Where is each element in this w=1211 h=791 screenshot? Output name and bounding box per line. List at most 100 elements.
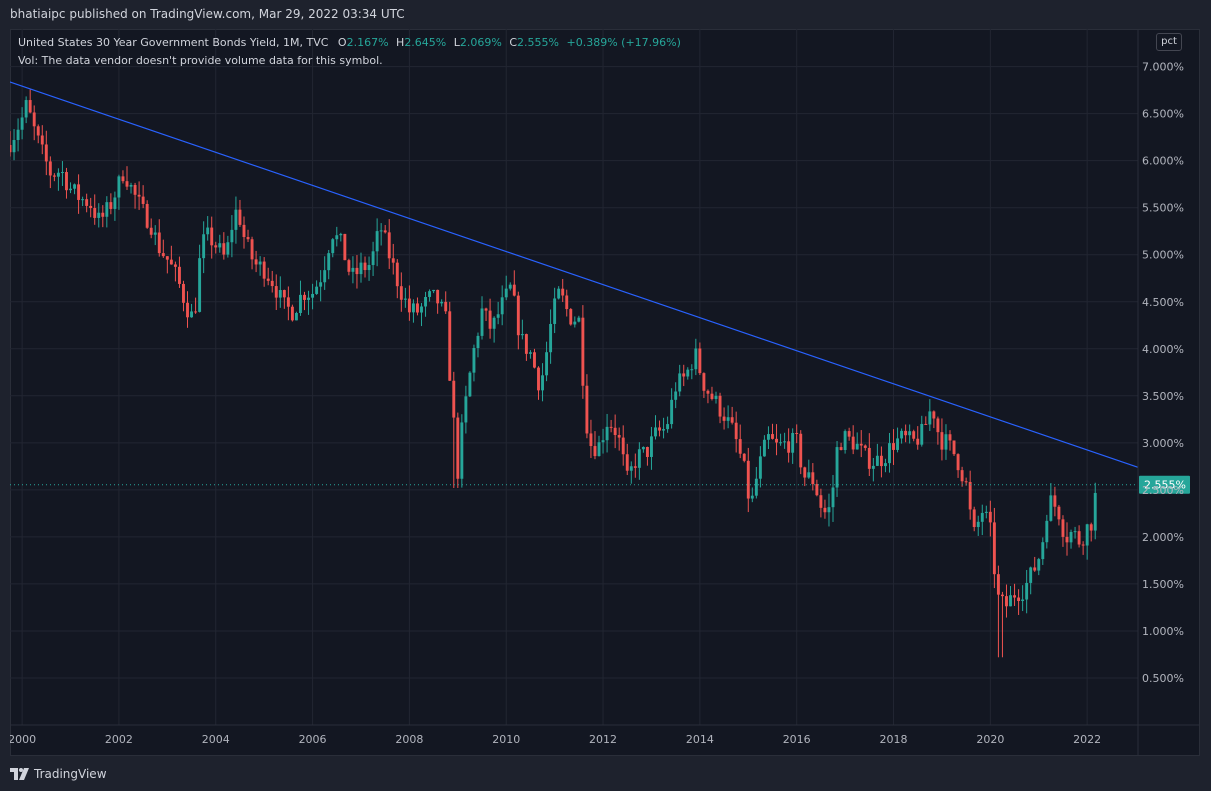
candle-body — [411, 303, 415, 313]
candle-body — [879, 455, 883, 467]
candle-body — [843, 431, 847, 451]
candle-body — [480, 308, 484, 336]
candle-body — [783, 441, 787, 443]
candle-body — [395, 262, 399, 287]
candle-body — [1025, 582, 1029, 600]
candle-body — [173, 264, 177, 267]
candle-body — [613, 427, 617, 436]
candle-body — [214, 245, 218, 248]
candle-body — [1061, 519, 1065, 537]
candle-body — [125, 181, 129, 187]
candle-body — [815, 484, 819, 496]
candle-body — [56, 172, 60, 177]
scale-pct-button[interactable]: pct — [1156, 33, 1182, 51]
candle-body — [504, 288, 508, 298]
candle-body — [198, 258, 202, 312]
candle-body — [807, 472, 811, 478]
candle-body — [932, 411, 936, 419]
y-tick-label: 1.000% — [1142, 625, 1184, 638]
grid — [10, 29, 1138, 725]
x-tick-label: 2006 — [299, 733, 327, 746]
candle-body — [920, 423, 924, 445]
candle-body — [165, 256, 169, 260]
candle-body — [924, 423, 928, 425]
candle-body — [307, 297, 310, 300]
candle-body — [274, 286, 278, 298]
candle-body — [839, 447, 843, 451]
y-tick-label: 6.000% — [1142, 155, 1184, 168]
x-tick-label: 2014 — [686, 733, 714, 746]
candle-body — [81, 199, 85, 201]
candle-body — [742, 453, 746, 461]
candle-body — [577, 317, 581, 322]
candle-body — [678, 373, 682, 392]
legend-low-value: 2.069% — [459, 36, 502, 49]
candle-body — [52, 175, 56, 177]
candle-body — [464, 396, 468, 423]
resistance-trendline — [10, 81, 1139, 468]
footer: TradingView — [10, 765, 107, 783]
candle-body — [569, 309, 573, 325]
candle-body — [561, 288, 565, 296]
candle-body — [36, 126, 40, 136]
candle-body — [202, 234, 206, 259]
candle-body — [1029, 567, 1033, 583]
candle-body — [787, 441, 791, 453]
candle-body — [1021, 599, 1025, 602]
candle-body — [444, 301, 448, 312]
candle-body — [754, 478, 758, 496]
candle-body — [10, 145, 12, 153]
candle-body — [105, 202, 109, 217]
candle-body — [738, 439, 742, 454]
candle-body — [960, 470, 964, 482]
candle-body — [859, 443, 863, 446]
candle-body — [468, 372, 472, 397]
candle-body — [137, 194, 141, 197]
candle-body — [339, 233, 343, 236]
candle-body — [460, 422, 464, 479]
time-axis: 2000 2002 2004 2006 2008 2010 2012 2014 2016 2018… — [10, 724, 1200, 746]
x-tick-label: 2018 — [880, 733, 908, 746]
candle-body — [399, 286, 403, 300]
candle-body — [177, 266, 181, 284]
candle-body — [1017, 597, 1021, 602]
candle-body — [250, 239, 254, 260]
candle-body — [254, 259, 258, 265]
candle-body — [230, 229, 234, 243]
candle-body — [1093, 492, 1097, 531]
y-tick-label: 4.500% — [1142, 296, 1184, 309]
y-tick-label: 2.000% — [1142, 531, 1184, 544]
candle-body — [286, 297, 290, 307]
candle-body — [1073, 531, 1077, 533]
candle-body — [161, 253, 165, 257]
candle-body — [40, 135, 44, 145]
candle-body — [448, 311, 452, 381]
candle-body — [992, 522, 996, 575]
price-axis: 7.000% 6.500% 6.000% 5.500% 5.000% 4.500% 4.00… — [1137, 29, 1184, 756]
candle-body — [113, 197, 117, 209]
candle-body — [972, 509, 976, 528]
candle-body — [290, 306, 294, 321]
candle-body — [750, 495, 754, 499]
chart-canvas[interactable]: 2.555% 7.000% 6.500% 6.000% 5.500% 5.000% 4.5… — [10, 29, 1200, 756]
candle-body — [428, 291, 432, 297]
candle-body — [77, 184, 81, 200]
candle-body — [779, 442, 783, 444]
candle-body — [811, 472, 815, 485]
candle-body — [746, 460, 750, 499]
candle-body — [585, 385, 589, 434]
candle-body — [597, 442, 601, 457]
candle-body — [294, 312, 298, 321]
y-tick-label: 3.500% — [1142, 390, 1184, 403]
candle-body — [343, 233, 347, 261]
candle-body — [762, 439, 766, 457]
candle-body — [492, 317, 496, 329]
candle-body — [278, 290, 282, 298]
candle-body — [589, 433, 593, 447]
footer-brand: TradingView — [34, 767, 107, 781]
candle-body — [319, 282, 323, 287]
candle-body — [823, 507, 827, 513]
candle-body — [904, 430, 908, 436]
candle-body — [1057, 506, 1061, 520]
candle-body — [1053, 495, 1057, 507]
